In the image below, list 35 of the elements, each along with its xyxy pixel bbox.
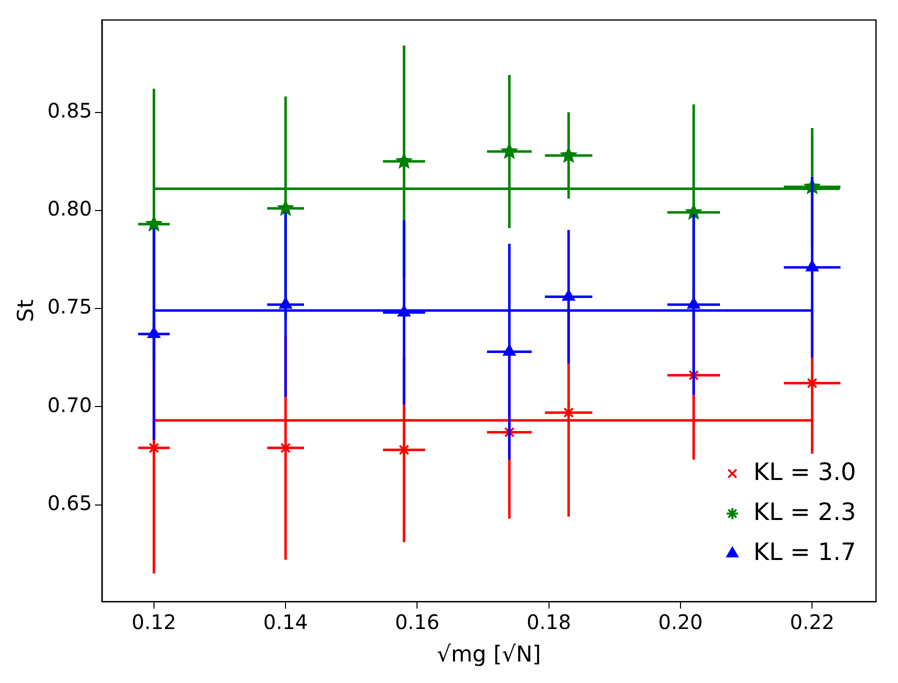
point — [504, 426, 515, 438]
x-tick-label: 0.14 — [263, 610, 308, 634]
point — [687, 298, 700, 309]
legend-label: KL = 3.0 — [753, 458, 856, 486]
point — [279, 298, 292, 309]
y-axis-title: St — [14, 299, 39, 322]
x-tick-label: 0.18 — [526, 610, 572, 634]
point — [686, 204, 702, 220]
point — [280, 442, 291, 454]
y-tick-label: 0.65 — [47, 491, 92, 516]
point — [806, 260, 818, 272]
point — [398, 444, 410, 456]
x-tick-label: 0.16 — [394, 610, 440, 634]
point — [688, 370, 699, 381]
y-tick-label: 0.80 — [47, 196, 92, 221]
x-tick-label: 0.22 — [790, 610, 834, 634]
point — [146, 216, 162, 232]
point — [806, 378, 818, 388]
y-tick-label: 0.75 — [47, 294, 92, 319]
legend-label: KL = 1.7 — [753, 538, 856, 566]
point — [563, 407, 574, 418]
point — [503, 344, 516, 356]
y-tick-label: 0.70 — [47, 392, 92, 417]
x-tick-label: 0.20 — [658, 610, 703, 634]
point — [562, 290, 575, 301]
y-tick-label: 0.85 — [47, 98, 92, 122]
point — [277, 200, 294, 216]
point — [396, 152, 412, 168]
legend-label: KL = 2.3 — [753, 498, 856, 526]
point — [148, 327, 160, 338]
point — [501, 143, 518, 158]
x-axis-title: √mg [√N] — [436, 642, 541, 668]
point — [148, 442, 160, 454]
x-tick-label: 0.12 — [132, 610, 176, 634]
point — [560, 146, 577, 162]
